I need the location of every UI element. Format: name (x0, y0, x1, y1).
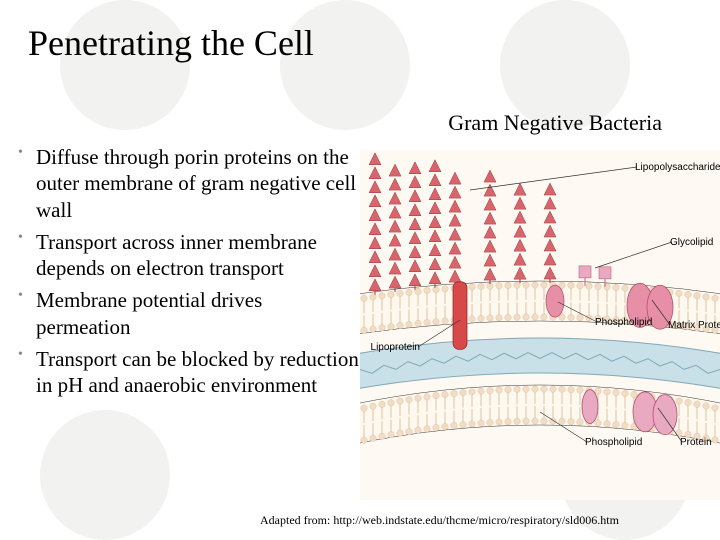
list-item: Membrane potential drives permeation (18, 287, 360, 340)
svg-text:Phospholipid: Phospholipid (595, 317, 652, 328)
slide-subtitle: Gram Negative Bacteria (448, 110, 662, 136)
svg-text:Phospholipid: Phospholipid (585, 437, 642, 448)
membrane-diagram: Lipopolysaccharides Glycolipid Lipoprotein… (360, 150, 720, 500)
svg-text:Protein: Protein (680, 437, 712, 448)
list-item: Transport across inner membrane depends … (18, 229, 360, 282)
slide-title: Penetrating the Cell (28, 22, 314, 64)
svg-text:Lipopolysaccharides: Lipopolysaccharides (635, 162, 720, 173)
bullet-list: Diffuse through porin proteins on the ou… (18, 144, 360, 404)
list-item: Transport can be blocked by reduction in… (18, 346, 360, 399)
credit-text: Adapted from: http://web.indstate.edu/th… (260, 513, 619, 528)
list-item: Diffuse through porin proteins on the ou… (18, 144, 360, 223)
svg-text:Lipoprotein: Lipoprotein (371, 342, 420, 353)
svg-text:Matrix Protein: Matrix Protein (668, 320, 720, 331)
svg-text:Glycolipid: Glycolipid (670, 237, 713, 248)
